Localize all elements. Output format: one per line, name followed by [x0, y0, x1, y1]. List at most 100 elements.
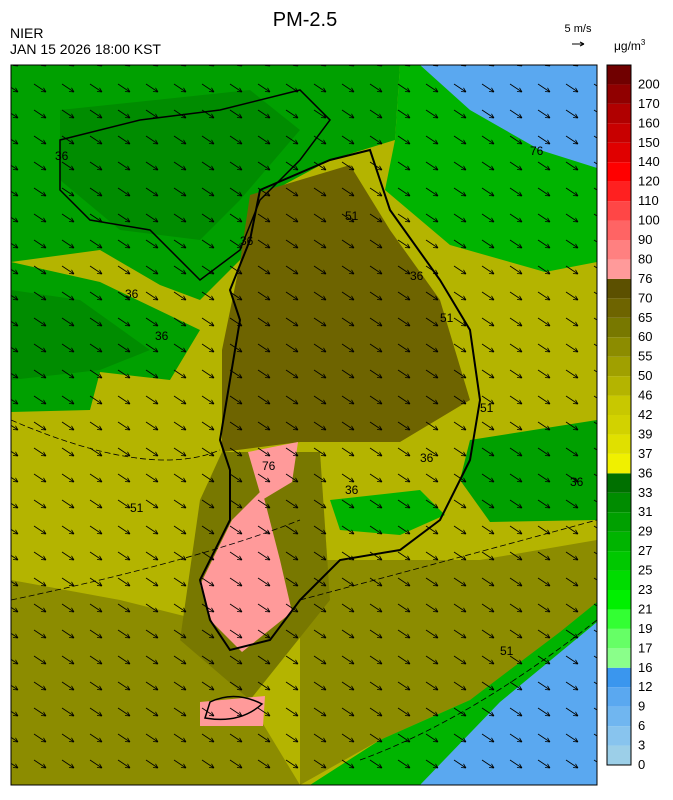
contour-label: 36	[155, 329, 169, 343]
contour-label: 51	[345, 209, 359, 223]
colorbar-band	[607, 667, 631, 688]
colorbar-band	[607, 473, 631, 493]
colorbar-tick-label: 60	[638, 329, 652, 344]
colorbar-band	[607, 628, 631, 649]
colorbar-band	[607, 298, 631, 318]
colorbar-tick-label: 90	[638, 232, 652, 247]
colorbar-tick-label: 110	[638, 193, 659, 208]
map: 36 36 36 51 51 51 51 76 36 36 36 51 36 36 76	[11, 65, 597, 785]
contour-label: 76	[262, 459, 276, 473]
colorbar-tick-label: 55	[638, 349, 652, 364]
unit-power: 3	[641, 38, 646, 47]
colorbar-tick-label: 160	[638, 115, 660, 130]
colorbar-tick-label: 46	[638, 388, 652, 403]
colorbar-band	[607, 434, 631, 454]
colorbar-tick-label: 9	[638, 699, 645, 714]
colorbar-tick-label: 39	[638, 426, 652, 441]
colorbar-tick-label: 33	[638, 485, 652, 500]
wind-reference-arrow	[572, 41, 585, 47]
colorbar-tick-label: 140	[638, 154, 660, 169]
contour-label: 36	[420, 451, 434, 465]
colorbar-band	[607, 590, 631, 610]
unit-text: μg/m	[614, 39, 641, 53]
colorbar-frame	[606, 64, 632, 766]
colorbar-band	[607, 337, 631, 357]
colorbar-band	[607, 162, 631, 182]
colorbar-band	[607, 84, 631, 104]
contour-label: 51	[480, 401, 494, 415]
colorbar-band	[607, 512, 631, 532]
colorbar-tick-label: 3	[638, 738, 645, 753]
colorbar-tick-label: 25	[638, 563, 652, 578]
colorbar-band	[607, 531, 631, 552]
colorbar-tick-label: 36	[638, 465, 652, 480]
colorbar-band	[607, 395, 631, 415]
colorbar-band	[607, 65, 631, 85]
wind-arrows	[11, 65, 597, 785]
map-frame	[10, 64, 598, 786]
colorbar-tick-label: 12	[638, 679, 652, 694]
colorbar-unit: μg/m3	[614, 38, 646, 53]
contour-label: 36	[240, 234, 254, 248]
contour-label: 51	[440, 311, 454, 325]
contour-label: 36	[55, 149, 69, 163]
colorbar-tick-label: 50	[638, 368, 652, 383]
contour-label: 36	[345, 483, 359, 497]
colorbar-band	[607, 376, 631, 396]
contour-label: 36	[125, 287, 139, 301]
colorbar: 0369121617192123252729313336373942465055…	[606, 64, 660, 772]
colorbar-band	[607, 726, 631, 746]
colorbar-band	[607, 142, 631, 163]
colorbar-band	[607, 201, 631, 221]
colorbar-tick-label: 65	[638, 310, 652, 325]
colorbar-band	[607, 453, 631, 474]
title: PM-2.5	[273, 9, 337, 31]
colorbar-tick-label: 0	[638, 757, 645, 772]
colorbar-band	[607, 259, 631, 279]
colorbar-tick-label: 76	[638, 271, 652, 286]
colorbar-band	[607, 103, 631, 124]
colorbar-band	[607, 492, 631, 513]
contour-labels: 36 36 36 51 51 51 51 76 36 36 36 51 36 36 76	[55, 144, 584, 658]
colorbar-band	[607, 706, 631, 727]
colorbar-band	[607, 570, 631, 590]
colorbar-tick-label: 17	[638, 640, 652, 655]
colorbar-band	[607, 317, 631, 338]
colorbar-band	[607, 356, 631, 377]
colorbar-band	[607, 278, 631, 299]
colorbar-band	[607, 123, 631, 143]
colorbar-tick-label: 150	[638, 135, 660, 150]
colorbar-tick-label: 31	[638, 504, 652, 519]
wind-reference-label: 5 m/s	[565, 23, 592, 35]
colorbar-tick-label: 100	[638, 213, 660, 228]
contour-label: 51	[130, 501, 144, 515]
colorbar-tick-label: 200	[638, 76, 660, 91]
contour-label: 36	[410, 269, 424, 283]
colorbar-tick-label: 42	[638, 407, 652, 422]
contour-label: 36	[570, 475, 584, 489]
colorbar-band	[607, 415, 631, 435]
colorbar-band	[607, 551, 631, 571]
colorbar-band	[607, 648, 631, 668]
contour-label: 76	[530, 144, 544, 158]
colorbar-tick-label: 21	[638, 601, 652, 616]
colorbar-band	[607, 220, 631, 240]
colorbar-tick-label: 170	[638, 96, 660, 111]
colorbar-band	[607, 687, 631, 707]
colorbar-band	[607, 240, 631, 260]
colorbar-tick-label: 6	[638, 718, 645, 733]
colorbar-band	[607, 609, 631, 629]
colorbar-tick-label: 120	[638, 174, 660, 189]
colorbar-tick-label: 27	[638, 543, 652, 558]
contour-label: 51	[500, 644, 514, 658]
colorbar-tick-label: 23	[638, 582, 652, 597]
colorbar-tick-label: 70	[638, 290, 652, 305]
colorbar-band	[607, 181, 631, 202]
colorbar-tick-label: 16	[638, 660, 652, 675]
colorbar-tick-label: 80	[638, 251, 652, 266]
agency: NIER	[10, 25, 43, 41]
datetime: JAN 15 2026 18:00 KST	[10, 41, 161, 57]
colorbar-tick-label: 19	[638, 621, 652, 636]
colorbar-tick-label: 29	[638, 524, 652, 539]
